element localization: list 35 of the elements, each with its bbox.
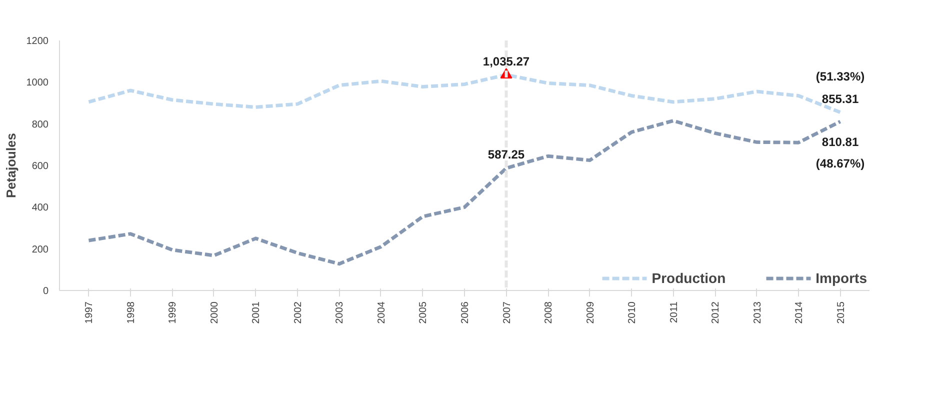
x-tick-label: 2005 bbox=[418, 301, 430, 324]
y-tick-label: 400 bbox=[32, 202, 49, 214]
annotation: (48.67%) bbox=[816, 156, 865, 171]
y-tick-label: 1000 bbox=[26, 78, 49, 89]
x-tick-label: 2004 bbox=[376, 301, 388, 324]
x-tick-label: 1997 bbox=[84, 301, 96, 324]
x-tick-label: 2014 bbox=[794, 301, 806, 324]
x-tick-label: 2015 bbox=[836, 301, 847, 324]
y-tick-label: 1200 bbox=[26, 36, 49, 47]
y-tick-label: 200 bbox=[32, 244, 49, 256]
x-tick-label: 2013 bbox=[752, 301, 764, 324]
legend-label: Production bbox=[652, 270, 726, 286]
x-tick-label: 1998 bbox=[126, 301, 137, 324]
annotation: 1,035.27 bbox=[482, 54, 530, 68]
y-tick-label: 600 bbox=[32, 161, 49, 172]
annotation: 855.31 bbox=[822, 92, 859, 106]
x-tick-label: 2007 bbox=[502, 301, 513, 324]
y-axis-title: Petajoules bbox=[3, 132, 18, 198]
x-tick-label: 2008 bbox=[544, 301, 555, 324]
x-tick-label: 2009 bbox=[585, 301, 596, 324]
x-tick-label: 2002 bbox=[292, 301, 304, 324]
x-tick-label: 1999 bbox=[168, 301, 179, 324]
y-tick-label: 800 bbox=[32, 119, 49, 130]
x-tick-label: 2011 bbox=[668, 301, 680, 324]
x-tick-label: 2001 bbox=[251, 301, 262, 324]
x-tick-label: 2010 bbox=[627, 301, 638, 324]
x-tick-label: 2000 bbox=[209, 301, 220, 324]
annotation: 810.81 bbox=[822, 135, 859, 150]
annotation: (51.33%) bbox=[816, 69, 865, 84]
legend-label: Imports bbox=[816, 270, 867, 286]
x-tick-label: 2006 bbox=[460, 301, 471, 324]
y-tick-label: 0 bbox=[42, 286, 49, 297]
x-tick-label: 2012 bbox=[710, 301, 722, 324]
annotation: 587.25 bbox=[488, 148, 525, 162]
x-tick-label: 2003 bbox=[334, 301, 346, 324]
